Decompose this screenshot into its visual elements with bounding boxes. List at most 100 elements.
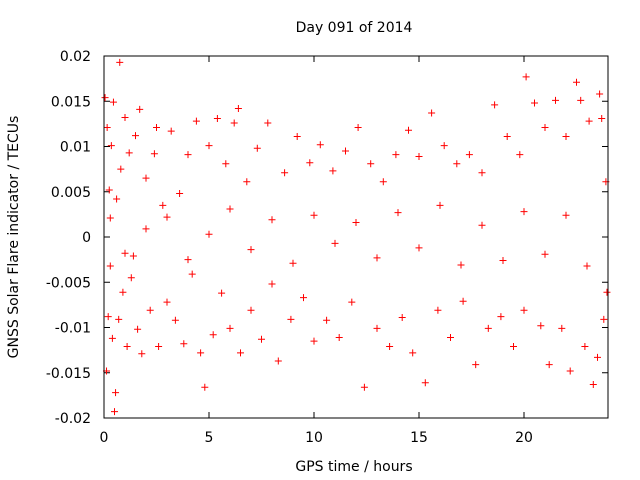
data-point [268, 280, 276, 288]
data-point [180, 340, 188, 348]
data-point [264, 119, 272, 127]
data-point [222, 160, 230, 168]
data-point [234, 104, 242, 112]
data-point [386, 343, 394, 351]
plot-frame [103, 55, 609, 419]
data-point [360, 383, 368, 391]
data-point [577, 96, 585, 104]
y-tick-label: 0 [82, 230, 91, 246]
data-point [209, 331, 217, 339]
data-point [352, 219, 360, 227]
x-axis-label: GPS time / hours [295, 459, 412, 475]
data-point [142, 174, 150, 182]
data-point [121, 114, 129, 122]
data-point [146, 306, 154, 314]
y-tick-label: -0.02 [55, 411, 91, 427]
data-point [541, 123, 549, 131]
data-point [123, 343, 131, 351]
data-point [421, 379, 429, 387]
data-point [545, 361, 553, 369]
y-tick-label: 0.01 [60, 140, 91, 156]
data-point [188, 270, 196, 278]
data-point [453, 160, 461, 168]
data-point [268, 216, 276, 224]
data-point [520, 208, 528, 216]
data-point [596, 90, 604, 98]
data-point [373, 324, 381, 332]
data-point [184, 151, 192, 159]
data-point [109, 98, 117, 106]
data-point [491, 101, 499, 109]
data-point [552, 96, 559, 104]
data-point [537, 322, 545, 330]
data-point [440, 142, 448, 150]
data-point [398, 314, 406, 322]
data-point [516, 151, 524, 159]
data-point [409, 349, 417, 357]
data-point [589, 381, 597, 389]
data-point [354, 123, 362, 131]
data-point [566, 367, 574, 375]
chart-title: Day 091 of 2014 [296, 20, 413, 36]
data-point [117, 165, 125, 173]
y-tick-label: -0.01 [55, 321, 91, 337]
x-tick-label: 10 [305, 430, 323, 446]
axis-ticks: 0 5 10 15 20 -0.02 -0.015 -0.01 -0.005 0 0.005 0.01… [46, 49, 608, 446]
data-point [331, 239, 339, 247]
data-point [213, 114, 221, 122]
data-point [562, 133, 570, 141]
data-point [106, 262, 114, 270]
data-point [497, 313, 505, 321]
data-point [459, 297, 467, 305]
data-point [323, 316, 331, 324]
data-point [310, 337, 318, 345]
data-point [138, 350, 146, 358]
data-point [113, 195, 121, 203]
data-point [499, 257, 507, 265]
data-point [136, 105, 144, 113]
data-point [598, 114, 606, 122]
data-point [293, 133, 301, 141]
data-point [115, 315, 123, 323]
data-point [503, 133, 511, 141]
data-point [478, 221, 486, 229]
data-point [201, 383, 209, 391]
data-point [457, 261, 465, 269]
data-point [116, 58, 124, 66]
data-point [394, 209, 402, 217]
data-point [132, 132, 139, 140]
data-point [163, 213, 171, 221]
y-tick-label: 0.02 [60, 49, 91, 65]
data-point [434, 306, 442, 314]
data-point [573, 78, 580, 86]
data-point [103, 123, 111, 131]
data-points [101, 58, 611, 416]
data-point [562, 211, 570, 219]
data-point [108, 334, 116, 342]
data-point [415, 152, 423, 160]
data-point [112, 389, 120, 397]
data-point [129, 252, 137, 260]
data-point [428, 109, 436, 117]
data-point [230, 119, 238, 127]
data-point [106, 214, 114, 222]
data-point [101, 94, 109, 102]
data-point [465, 151, 473, 159]
data-point [415, 244, 423, 252]
data-point [405, 126, 412, 134]
data-point [247, 246, 255, 254]
data-point [119, 288, 127, 296]
data-point [167, 127, 175, 135]
data-point [583, 262, 591, 270]
y-tick-label: -0.015 [46, 366, 91, 382]
y-axis-label: GNSS Solar Flare indicator / TECUs [6, 116, 22, 359]
data-point [274, 357, 282, 365]
data-point [531, 99, 538, 107]
data-point [310, 211, 318, 219]
data-point [125, 149, 133, 157]
data-point [107, 142, 115, 150]
data-point [247, 306, 255, 314]
data-point [300, 294, 307, 302]
